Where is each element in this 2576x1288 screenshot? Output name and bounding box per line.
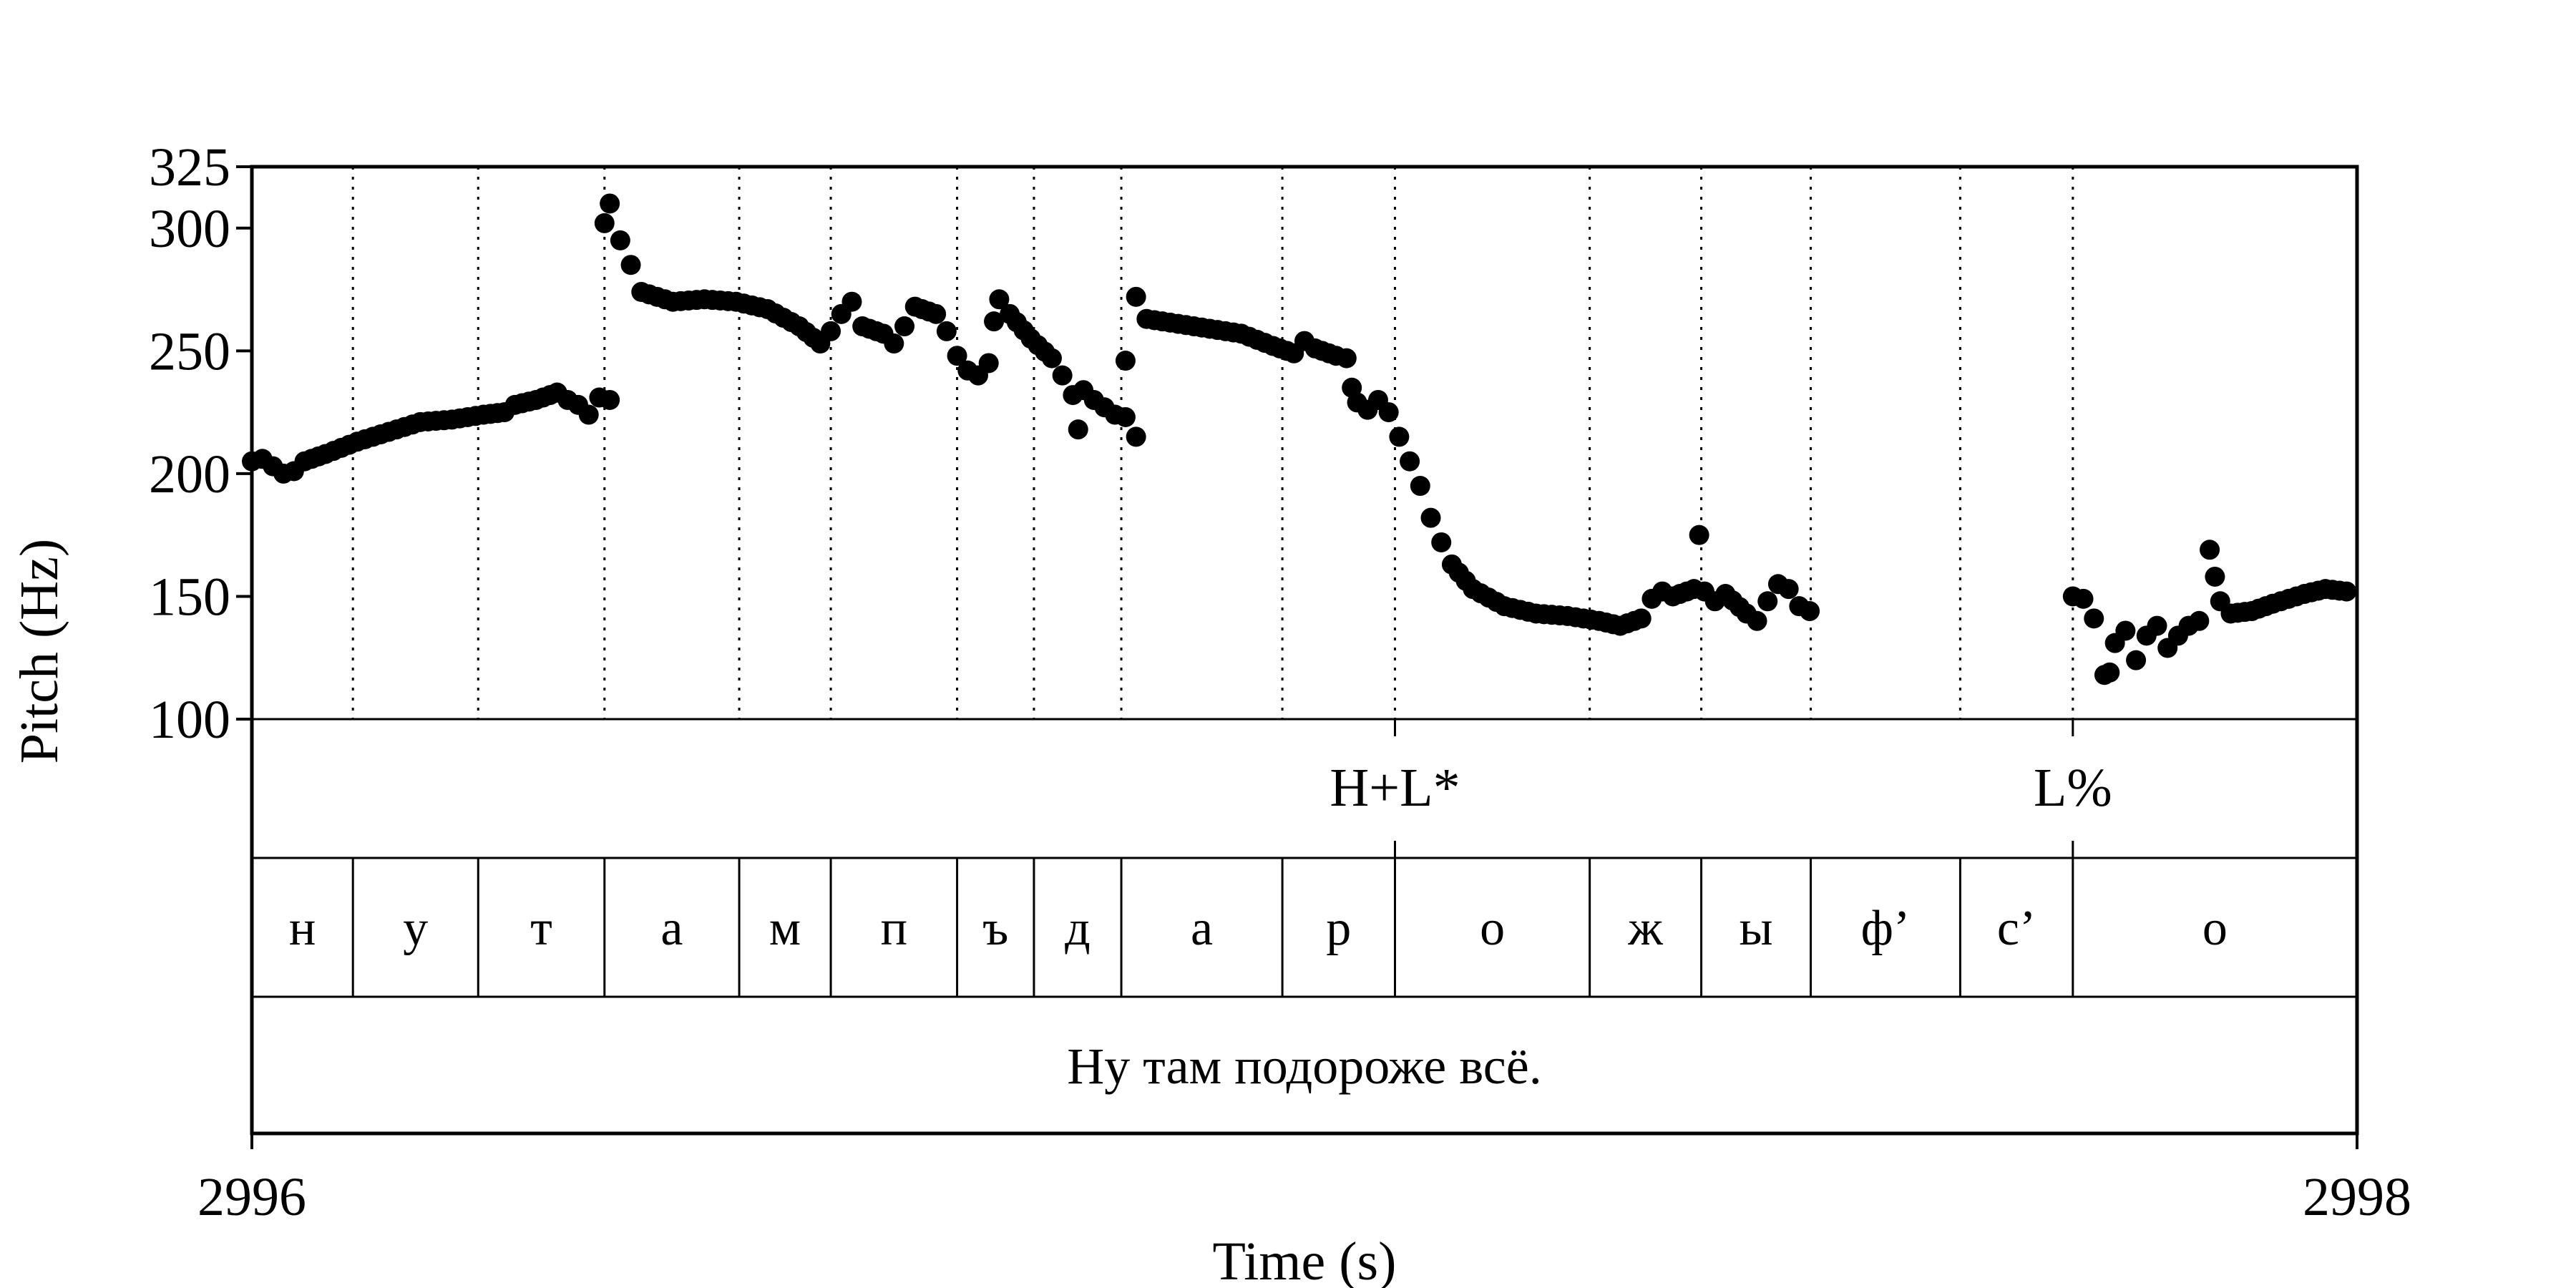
segment-label: п bbox=[881, 901, 907, 956]
x-axis-title: Time (s) bbox=[1213, 1231, 1397, 1288]
segment-label: д bbox=[1065, 901, 1091, 956]
pitch-point bbox=[620, 255, 641, 275]
x-tick-label: 2998 bbox=[2303, 1167, 2411, 1227]
pitch-point bbox=[1389, 426, 1410, 447]
x-axis: 2996 2998 bbox=[197, 1133, 2411, 1227]
pitch-point bbox=[1378, 402, 1399, 423]
segment-boundary-lines bbox=[351, 167, 2074, 719]
x-tick-label: 2996 bbox=[197, 1167, 306, 1227]
sentence-label: Ну там подороже всё. bbox=[1067, 1038, 1541, 1095]
y-tick-label: 250 bbox=[149, 321, 230, 381]
pitch-point bbox=[2115, 620, 2136, 641]
y-axis-title: Pitch (Hz) bbox=[9, 539, 69, 763]
pitch-point bbox=[1336, 348, 1357, 369]
pitch-point bbox=[1115, 406, 1136, 427]
pitch-point bbox=[926, 303, 947, 324]
pitch-point bbox=[1800, 601, 1820, 622]
segment-label: а bbox=[1191, 901, 1213, 956]
pitch-point bbox=[984, 311, 1005, 332]
segment-label: у bbox=[403, 901, 428, 956]
pitch-point bbox=[2189, 610, 2210, 631]
pitch-point bbox=[884, 333, 904, 354]
tone-label: H+L* bbox=[1330, 758, 1460, 818]
plot-frame bbox=[250, 165, 2359, 1136]
y-tick-label: 150 bbox=[149, 567, 230, 627]
segment-label: ф’ bbox=[1861, 901, 1911, 956]
pitch-point bbox=[978, 353, 999, 374]
segment-label: м bbox=[769, 901, 801, 956]
pitch-point bbox=[1400, 451, 1420, 472]
pitch-point bbox=[1126, 286, 1146, 307]
pitch-point bbox=[1757, 591, 1778, 612]
segment-label: о bbox=[2202, 901, 2228, 956]
segment-label: ж bbox=[1627, 901, 1663, 956]
y-tick-label: 100 bbox=[149, 690, 230, 750]
pitch-point bbox=[2084, 608, 2104, 629]
pitch-point bbox=[841, 291, 862, 312]
pitch-point bbox=[821, 321, 841, 341]
pitch-point bbox=[2336, 581, 2357, 602]
pitch-point bbox=[936, 321, 957, 341]
pitch-point bbox=[594, 213, 615, 233]
pitch-point bbox=[610, 230, 630, 250]
y-tick-label: 325 bbox=[149, 137, 230, 197]
tone-label: L% bbox=[2034, 758, 2112, 818]
annotation-tiers: н у т а м п ъ д а р о ж ы ф’ с’ о H+L* L% bbox=[289, 719, 2228, 997]
pitch-point bbox=[1420, 507, 1441, 528]
pitch-point bbox=[600, 193, 620, 214]
pitch-point bbox=[1126, 426, 1146, 447]
pitch-point bbox=[578, 404, 599, 425]
y-tick-label: 200 bbox=[149, 444, 230, 504]
pitch-point bbox=[2099, 662, 2120, 683]
pitch-point bbox=[2147, 615, 2167, 636]
pitch-point bbox=[1431, 532, 1452, 552]
segment-label: о bbox=[1480, 901, 1505, 956]
pitch-point bbox=[2126, 650, 2147, 670]
pitch-point bbox=[2073, 588, 2094, 609]
segment-label: с’ bbox=[1997, 901, 2036, 956]
pitch-point bbox=[947, 346, 967, 366]
pitch-point bbox=[1631, 608, 1652, 629]
segment-label: а bbox=[660, 901, 683, 956]
segment-label: т bbox=[530, 901, 552, 956]
pitch-point bbox=[1041, 348, 1062, 369]
pitch-point bbox=[1778, 579, 1799, 600]
pitch-point bbox=[1747, 610, 1767, 631]
segment-label: ы bbox=[1740, 901, 1773, 956]
pitch-point bbox=[1115, 351, 1136, 371]
pitch-point bbox=[989, 289, 1010, 310]
segment-label: н bbox=[289, 901, 316, 956]
pitch-point bbox=[894, 316, 915, 337]
segment-label: ъ bbox=[982, 901, 1008, 956]
pitch-point bbox=[1689, 525, 1709, 545]
pitch-point bbox=[2200, 540, 2220, 560]
pitch-point bbox=[1052, 365, 1073, 386]
y-tick-label: 300 bbox=[149, 199, 230, 259]
pitch-point bbox=[600, 389, 620, 410]
pitch-point bbox=[1068, 419, 1088, 440]
pitch-point bbox=[1410, 476, 1430, 497]
pitch-point bbox=[2205, 566, 2225, 587]
pitch-points bbox=[242, 193, 2357, 686]
segment-label: р bbox=[1326, 901, 1351, 956]
